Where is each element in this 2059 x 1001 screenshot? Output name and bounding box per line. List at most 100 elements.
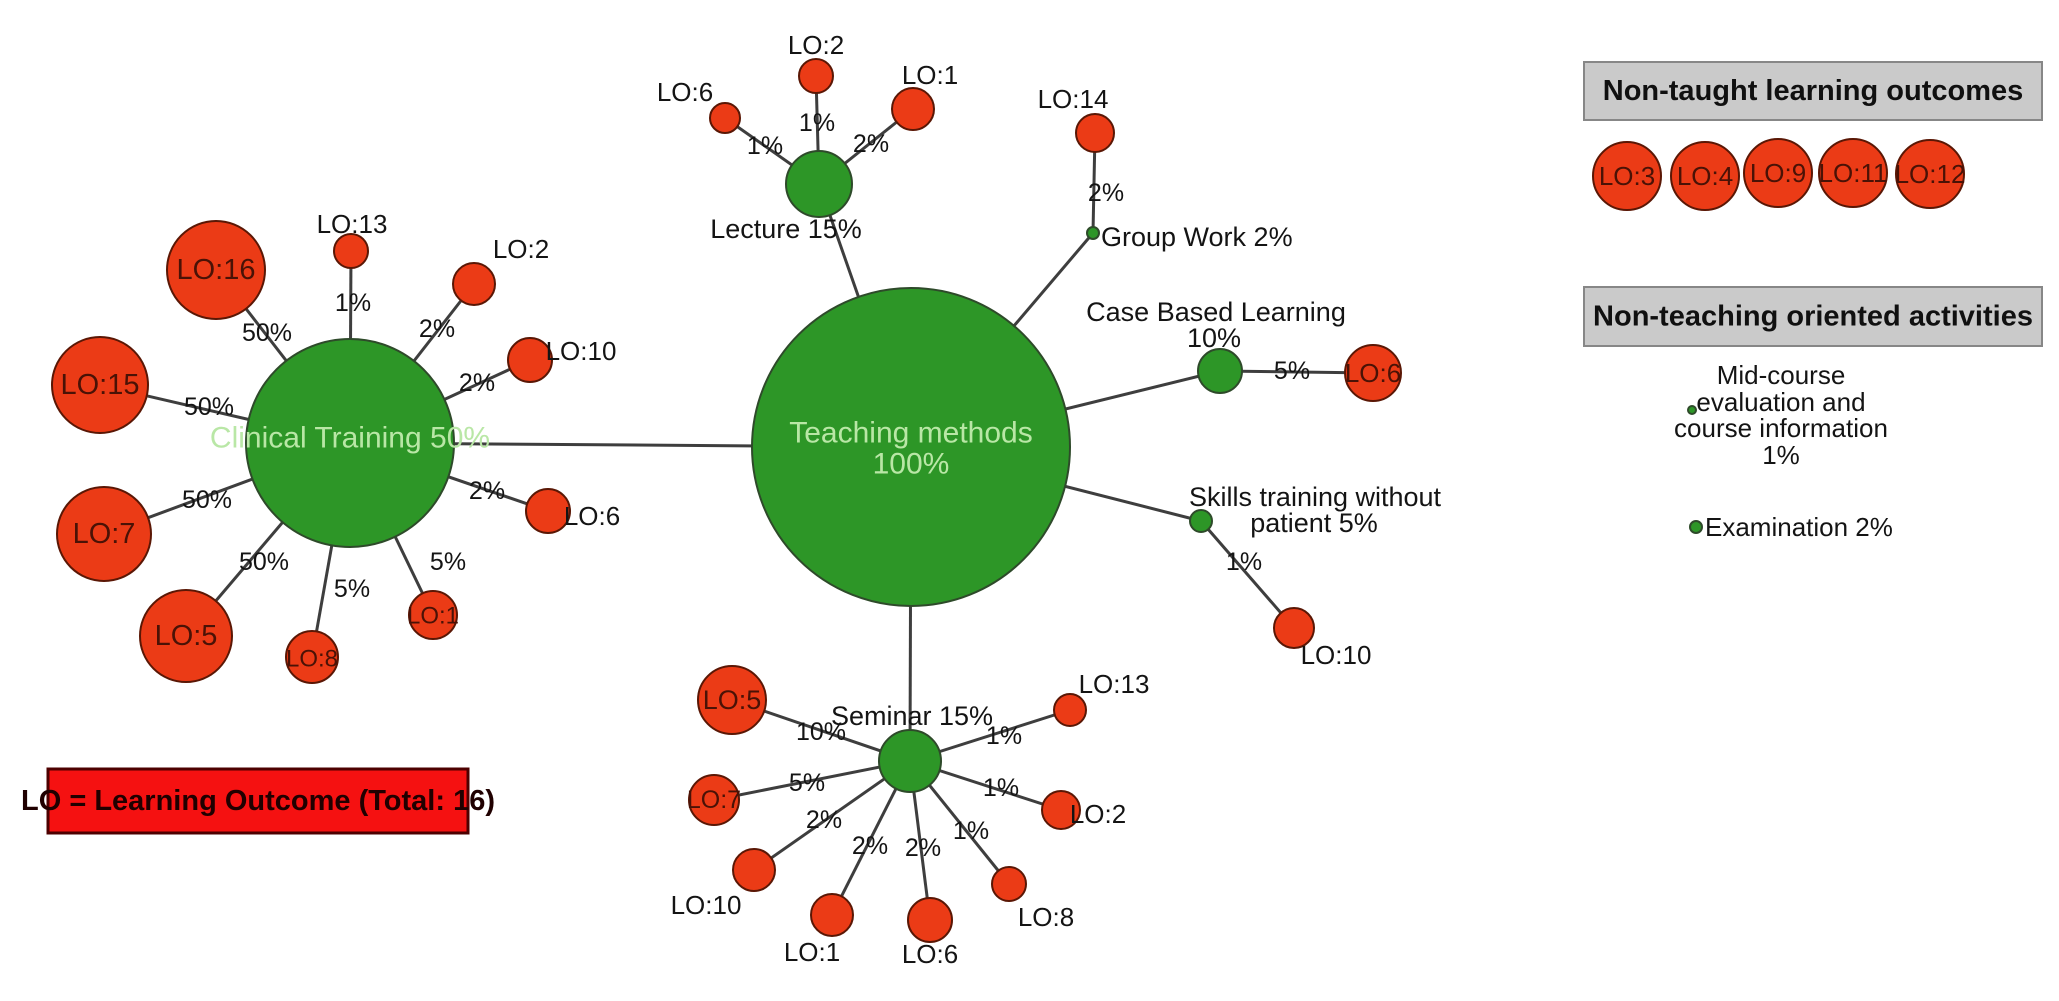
node-group-work-lo14 <box>1075 113 1115 153</box>
node-clinical-lo10 <box>507 337 553 383</box>
edge-line <box>1199 520 1296 629</box>
edge-line <box>713 759 911 802</box>
node-clinical-lo8 <box>285 630 339 684</box>
node-examination-dot <box>1689 520 1703 534</box>
pct-label: 5% <box>430 548 466 576</box>
pct-label: 2% <box>419 315 455 343</box>
lo-label: LO:12 <box>1895 159 1966 189</box>
lo-label: LO:10 <box>671 890 742 920</box>
node-seminar-lo6 <box>907 897 953 943</box>
examination-label: Examination 2% <box>1705 512 1893 542</box>
non-teaching-header <box>1583 286 2043 347</box>
node-group-work <box>1086 226 1100 240</box>
lo-label: LO:6 <box>657 77 713 107</box>
node-clinical-lo1 <box>408 590 458 640</box>
lo-label: LO:11 <box>1819 158 1888 188</box>
lo-label: LO:15 <box>61 369 140 401</box>
node-case-based-learning-lo6 <box>1344 344 1402 402</box>
lo-label: LO:2 <box>1070 799 1126 829</box>
mid-course-label-line2: evaluation and <box>1696 387 1865 417</box>
pct-label: 1% <box>1226 548 1262 576</box>
mid-course-label-line3: course information <box>1674 413 1888 443</box>
node-lecture-lo6 <box>709 102 741 134</box>
pct-label: 2% <box>853 130 889 158</box>
lo-label: LO:6 <box>1345 358 1401 388</box>
teaching-methods-label: Teaching methods <box>789 417 1033 450</box>
lo-label: LO:6 <box>564 501 620 531</box>
clinical-training-label: Clinical Training 50% <box>210 422 490 455</box>
non-taught-header <box>1583 61 2043 121</box>
node-seminar-lo8 <box>991 866 1027 902</box>
pct-label: 5% <box>789 769 825 797</box>
node-clinical-training <box>245 338 455 548</box>
node-seminar-lo5 <box>697 665 767 735</box>
pct-label: 50% <box>184 393 234 421</box>
lo-label: LO:3 <box>1599 161 1655 191</box>
node-skills-training <box>1189 509 1213 533</box>
lo-label: LO:7 <box>687 786 741 814</box>
node-non-taught-lo12 <box>1895 139 1965 209</box>
pct-label: 2% <box>469 477 505 505</box>
node-teaching-methods <box>751 287 1071 607</box>
lo-legend-box-label: LO = Learning Outcome (Total: 16) <box>21 785 495 817</box>
lo-label: LO:9 <box>1750 158 1806 188</box>
lo-label: LO:6 <box>902 939 958 969</box>
node-seminar-lo10 <box>732 848 776 892</box>
lecture-label: Lecture 15% <box>710 214 862 244</box>
lo-label: LO:14 <box>1038 84 1109 114</box>
skills-training-label-line1: Skills training without <box>1189 482 1442 512</box>
skills-training-label-line2: patient 5% <box>1250 508 1378 538</box>
node-clinical-lo13 <box>333 233 369 269</box>
lo-label: LO:1 <box>407 603 459 630</box>
node-mid-course-dot <box>1687 405 1697 415</box>
node-clinical-lo7 <box>56 486 152 582</box>
node-clinical-lo6 <box>525 488 571 534</box>
pct-label: 5% <box>1274 357 1310 385</box>
lo-label: LO:16 <box>177 254 256 286</box>
pct-label: 2% <box>852 832 888 860</box>
node-non-taught-lo4 <box>1670 141 1740 211</box>
group-work-label: Group Work 2% <box>1101 222 1293 252</box>
node-lecture-lo1 <box>891 87 935 131</box>
lo-label: LO:8 <box>286 646 338 673</box>
lo-label: LO:5 <box>703 685 762 715</box>
pct-label: 5% <box>334 575 370 603</box>
pct-label: 2% <box>459 369 495 397</box>
node-clinical-lo5 <box>139 589 233 683</box>
lo-label: LO:7 <box>73 518 136 550</box>
node-seminar <box>878 729 942 793</box>
node-clinical-lo2 <box>452 262 496 306</box>
lo-label: LO:4 <box>1677 161 1733 191</box>
pct-label: 1% <box>335 289 371 317</box>
node-non-taught-lo3 <box>1592 141 1662 211</box>
lo-label: LO:10 <box>1301 640 1372 670</box>
lo-legend-box <box>46 767 470 835</box>
pct-label: 1% <box>983 774 1019 802</box>
node-case-based-learning <box>1197 348 1243 394</box>
teaching-methods-pct: 100% <box>873 448 950 481</box>
pct-label: 10% <box>796 718 846 746</box>
node-clinical-lo15 <box>51 336 149 434</box>
node-non-taught-lo9 <box>1743 138 1813 208</box>
non-teaching-header-label: Non-teaching oriented activities <box>1593 301 2033 333</box>
pct-label: 1% <box>799 109 835 137</box>
case-based-learning-pct: 10% <box>1187 323 1241 353</box>
pct-label: 2% <box>905 834 941 862</box>
node-seminar-lo2 <box>1041 790 1081 830</box>
lo-label: LO:8 <box>1018 902 1074 932</box>
pct-label: 2% <box>806 806 842 834</box>
lo-label: LO:5 <box>155 620 218 652</box>
case-based-learning-label: Case Based Learning <box>1086 297 1346 327</box>
non-taught-header-label: Non-taught learning outcomes <box>1603 75 2024 107</box>
node-non-taught-lo11 <box>1818 138 1888 208</box>
lo-label: LO:2 <box>788 30 844 60</box>
pct-label: 1% <box>953 817 989 845</box>
node-seminar-lo1 <box>810 893 854 937</box>
pct-label: 1% <box>747 132 783 160</box>
mid-course-pct: 1% <box>1762 440 1800 470</box>
pct-label: 50% <box>242 319 292 347</box>
pct-label: 1% <box>986 722 1022 750</box>
lo-label: LO:2 <box>493 234 549 264</box>
